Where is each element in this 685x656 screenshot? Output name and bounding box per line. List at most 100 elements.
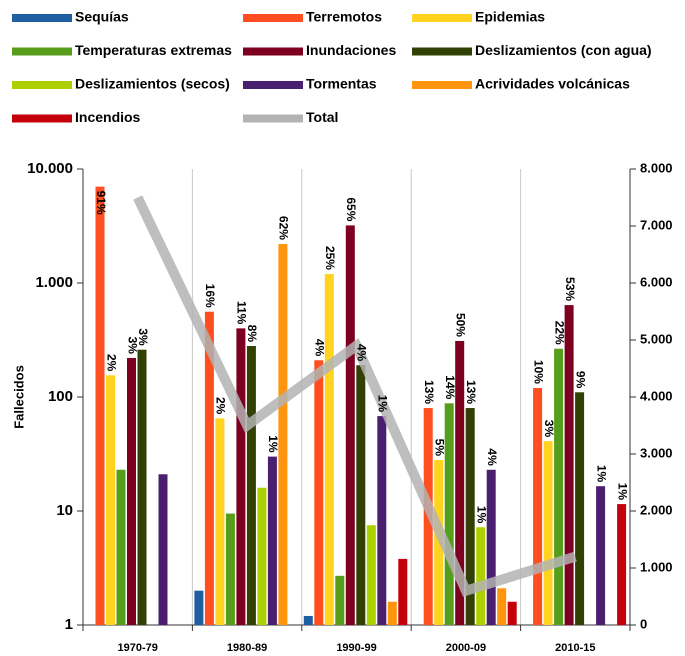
bar: [377, 416, 387, 625]
y-axis-label: Fallecidos: [11, 365, 26, 429]
legend-label: Epidemias: [475, 9, 545, 25]
share-label: 3%: [542, 420, 556, 438]
bar: [278, 243, 288, 626]
y-tick-label: 1.000: [35, 274, 73, 291]
y-tick-label: 10.000: [27, 160, 73, 177]
bar: [215, 418, 225, 625]
legend-swatch: [243, 47, 303, 56]
legend-swatch: [12, 81, 72, 89]
bar: [543, 441, 553, 625]
legend-label: Incendios: [75, 109, 141, 125]
total-line: [133, 195, 577, 597]
share-label: 53%: [563, 277, 577, 301]
share-label: 1%: [475, 506, 489, 524]
bar: [158, 474, 168, 625]
bar: [398, 558, 408, 625]
legend-label: Total: [306, 109, 338, 125]
x-tick-label: 1980-89: [227, 642, 267, 654]
bar: [204, 311, 214, 625]
share-label: 14%: [443, 375, 457, 399]
legend-swatch: [12, 47, 72, 56]
bar: [533, 387, 543, 625]
bar: [127, 357, 136, 625]
share-label: 4%: [313, 339, 327, 357]
y-tick-label: 10: [56, 502, 73, 519]
share-label: 22%: [552, 321, 566, 345]
bar: [106, 375, 115, 625]
bar: [95, 186, 105, 626]
y2-tick-label: 3.000: [640, 445, 673, 460]
bar: [257, 487, 267, 625]
bar: [303, 615, 313, 625]
legend-label: Terremotos: [306, 9, 382, 25]
share-label: 1%: [266, 435, 280, 453]
x-tick-label: 1970-79: [118, 642, 158, 654]
share-label: 1%: [615, 483, 629, 501]
bar: [356, 365, 366, 625]
y2-tick-label: 2.000: [640, 502, 673, 517]
share-label: 65%: [344, 197, 358, 221]
share-label: 13%: [422, 380, 436, 404]
y2-tick-label: 0: [640, 616, 647, 631]
y-tick-label: 100: [48, 388, 73, 405]
bar: [465, 408, 475, 625]
bar: [434, 460, 444, 625]
bar: [455, 340, 465, 625]
bar: [246, 346, 256, 625]
share-label: 3%: [125, 337, 139, 355]
bar: [225, 513, 235, 625]
share-label: 10%: [531, 360, 545, 384]
bar: [267, 456, 277, 625]
share-label: 91%: [94, 191, 108, 215]
bar: [137, 349, 147, 625]
share-label: 62%: [277, 216, 291, 240]
y2-tick-label: 8.000: [640, 160, 673, 175]
bar: [366, 525, 376, 625]
x-tick-label: 2000-09: [446, 642, 486, 654]
legend-swatch: [412, 47, 472, 56]
share-label: 11%: [235, 301, 249, 325]
y2-tick-label: 7.000: [640, 217, 673, 232]
legend-swatch: [12, 114, 72, 123]
share-label: 8%: [245, 325, 259, 343]
share-label: 16%: [203, 284, 217, 308]
bar: [554, 348, 564, 625]
share-label: 1%: [594, 465, 608, 483]
legend-label: Tormentas: [306, 76, 377, 92]
share-label: 2%: [214, 397, 228, 415]
bar: [387, 601, 397, 625]
bar: [596, 486, 606, 625]
share-label: 4%: [485, 448, 499, 466]
legend-swatch: [412, 81, 472, 89]
y2-tick-label: 6.000: [640, 274, 673, 289]
y-tick-label: 1: [65, 616, 73, 633]
legend-label: Inundaciones: [306, 42, 396, 58]
legend-label: Temperaturas extremas: [75, 42, 232, 58]
bar: [116, 469, 126, 625]
legend-label: Acrividades volcánicas: [475, 76, 630, 92]
legend-label: Deslizamientos (con agua): [475, 42, 652, 58]
legend-label: Sequías: [75, 9, 129, 25]
share-label: 5%: [433, 439, 447, 457]
legend-swatch: [243, 14, 303, 22]
bar: [564, 305, 574, 625]
x-tick-label: 1990-99: [336, 642, 376, 654]
legend-swatch: [412, 14, 472, 22]
bar: [236, 328, 246, 625]
bar: [314, 360, 324, 625]
bar: [486, 469, 496, 625]
bar: [476, 527, 486, 625]
bar: [335, 575, 345, 625]
bar: [575, 392, 585, 625]
bar: [617, 504, 627, 625]
y2-tick-label: 5.000: [640, 331, 673, 346]
bar: [194, 590, 204, 625]
y2-tick-label: 1.000: [640, 559, 673, 574]
share-label: 9%: [573, 371, 587, 389]
share-label: 4%: [355, 344, 369, 362]
bar: [507, 601, 517, 625]
share-label: 50%: [454, 313, 468, 337]
bar: [345, 225, 355, 625]
bar: [324, 273, 334, 625]
